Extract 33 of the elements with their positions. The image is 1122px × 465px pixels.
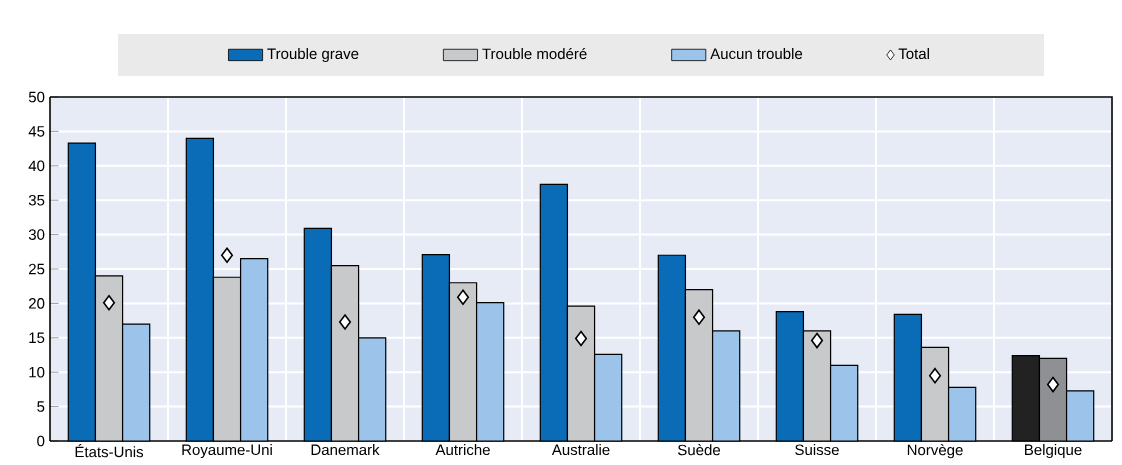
x-tick-label: Suède [678, 444, 721, 456]
point [456, 289, 470, 306]
y-tick-label: 50 [28, 91, 45, 103]
legend-label: Aucun trouble [710, 48, 803, 60]
point [810, 332, 824, 349]
point [928, 367, 942, 384]
y-tick-label: 45 [28, 126, 45, 137]
x-tick-label: Belgique [1025, 444, 1082, 459]
y-tick-label: 15 [29, 332, 45, 344]
x-tick-label: États-Unis [75, 444, 144, 458]
y-tick-label: 5 [37, 401, 45, 412]
y-tick-label: 20 [29, 298, 45, 309]
point [692, 309, 706, 326]
x-tick-label: Australie [551, 444, 610, 456]
y-tick-label: 10 [29, 366, 45, 378]
x-tick-label: Danemark [311, 444, 380, 456]
point [102, 294, 116, 311]
legend-label: Trouble grave [267, 48, 359, 63]
point [1046, 376, 1060, 393]
x-tick-label: Suisse [795, 444, 839, 456]
point [220, 247, 234, 264]
x-tick-label: Autriche [435, 444, 490, 456]
point [574, 330, 588, 347]
y-tick-label: 40 [28, 160, 45, 172]
y-tick-label: 0 [37, 435, 45, 447]
legend-label: Total [898, 48, 929, 60]
y-tick-label: 35 [28, 194, 45, 206]
x-tick-label: Norvège [907, 444, 963, 459]
point [338, 314, 352, 330]
x-tick-label: Royaume-Uni [182, 444, 272, 459]
y-tick-label: 30 [28, 229, 45, 240]
y-tick-label: 25 [29, 263, 45, 275]
legend-label: Trouble modéré [482, 47, 587, 60]
